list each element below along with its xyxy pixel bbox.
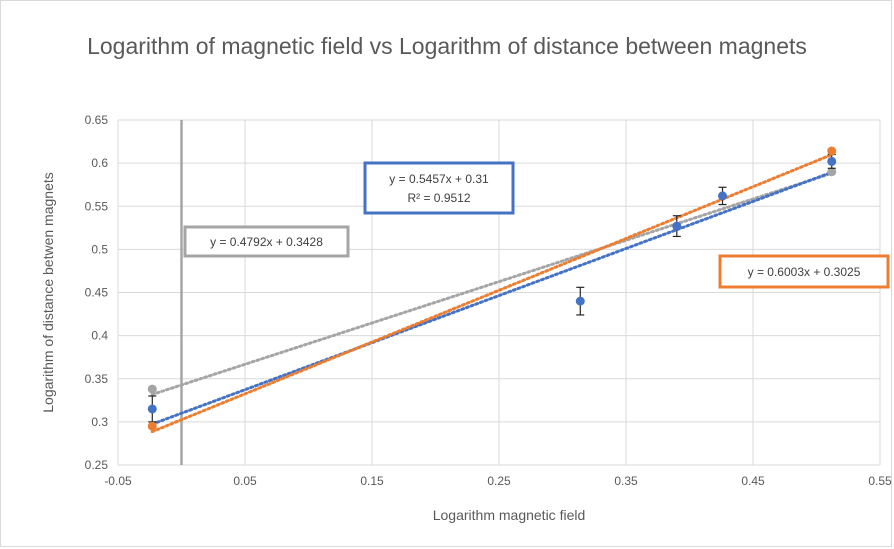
trendline <box>150 153 834 434</box>
data-point <box>147 384 157 394</box>
data-point <box>147 421 157 431</box>
y-tick-label: 0.45 <box>85 286 109 300</box>
x-tick-label: 0.25 <box>487 474 511 488</box>
y-tick-label: 0.55 <box>85 199 109 213</box>
trendline-equation: y = 0.4792x + 0.3428 <box>210 235 323 249</box>
y-axis-label: Logarithm of distance betwen magnets <box>40 172 56 412</box>
data-point <box>827 167 837 177</box>
equation-box <box>363 161 515 215</box>
data-point <box>672 221 682 231</box>
x-tick-label: 0.55 <box>868 474 892 488</box>
y-tick-label: 0.6 <box>91 156 108 170</box>
x-tick-label: 0.35 <box>614 474 638 488</box>
x-tick-label: 0.05 <box>233 474 257 488</box>
data-point <box>575 296 585 306</box>
data-point <box>827 146 837 156</box>
x-axis-label: Logarithm magnetic field <box>433 507 586 523</box>
y-tick-label: 0.5 <box>91 242 108 256</box>
trendline-equation: y = 0.5457x + 0.31 <box>389 172 489 186</box>
trendline <box>150 170 834 426</box>
data-point <box>827 156 837 166</box>
y-tick-label: 0.65 <box>85 113 109 127</box>
y-tick-label: 0.35 <box>85 372 109 386</box>
equation-box <box>718 254 890 289</box>
y-tick-label: 0.4 <box>91 329 108 343</box>
r-squared-label: R² = 0.9512 <box>407 191 470 205</box>
equation-box <box>183 225 350 258</box>
data-point <box>147 404 157 414</box>
y-tick-label: 0.25 <box>85 458 109 472</box>
x-tick-label: 0.15 <box>360 474 384 488</box>
data-point <box>718 191 728 201</box>
x-tick-label: 0.45 <box>741 474 765 488</box>
trendline <box>150 171 834 396</box>
y-tick-label: 0.3 <box>91 415 108 429</box>
x-tick-label: -0.05 <box>104 474 132 488</box>
chart-title: Logarithm of magnetic field vs Logarithm… <box>87 33 807 59</box>
trendline-equation: y = 0.6003x + 0.3025 <box>748 265 861 279</box>
